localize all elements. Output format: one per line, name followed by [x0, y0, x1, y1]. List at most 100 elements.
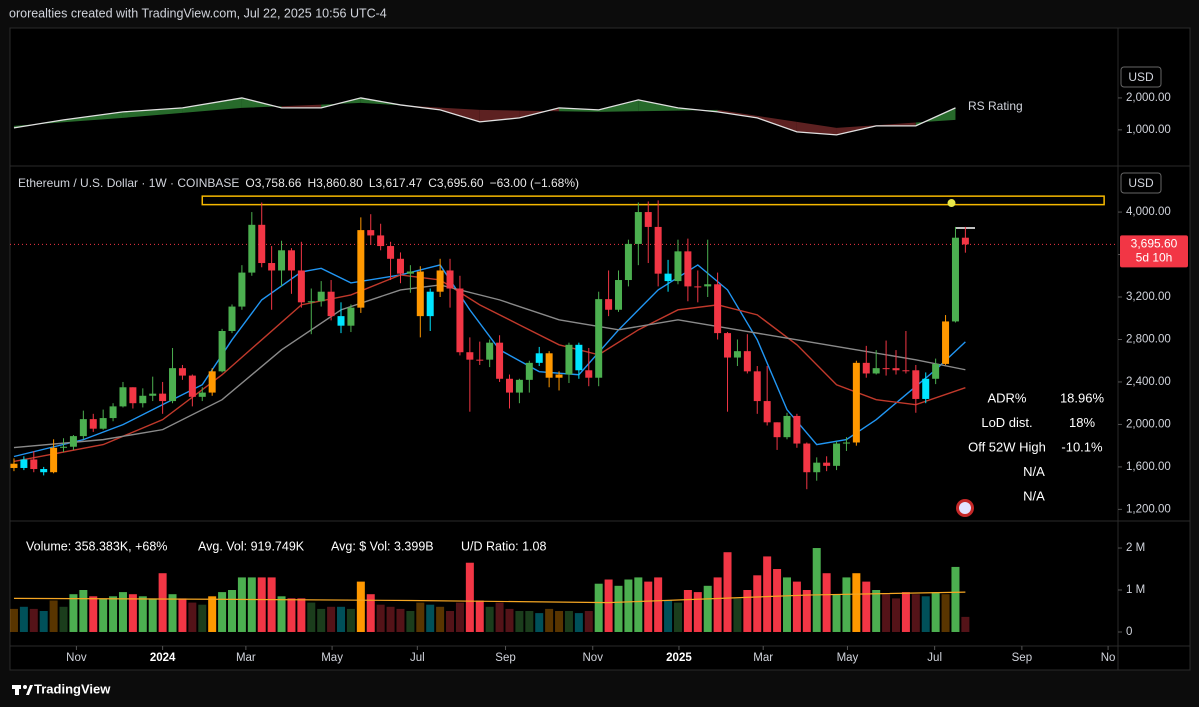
volume-bar	[782, 577, 791, 632]
legend-high: H3,860.80	[307, 176, 363, 190]
moving-average	[13, 264, 966, 458]
candle-body	[862, 362, 870, 374]
candle-body	[139, 395, 147, 404]
currency-box[interactable]	[1120, 66, 1162, 88]
price-box	[1120, 235, 1188, 268]
candle-body	[753, 371, 761, 402]
stat-value: N/A	[1023, 488, 1045, 503]
candle-body	[436, 270, 444, 292]
volume-bar	[366, 594, 375, 632]
volume-bar	[723, 552, 732, 632]
candle-body	[178, 368, 186, 376]
candle-body	[377, 235, 385, 247]
candle-body	[486, 342, 494, 360]
candle-body	[892, 368, 900, 371]
currency: USD	[1128, 176, 1154, 190]
candle-body	[268, 263, 276, 271]
candle-body	[535, 353, 543, 363]
x-tick-label: May	[321, 652, 343, 664]
candle-body	[833, 443, 841, 466]
volume-legend-item: Volume: 358.383K, +68%	[26, 539, 167, 553]
legend-change: −63.00 (−1.68%)	[489, 176, 580, 190]
volume-bar	[49, 600, 58, 632]
volume-legend-item: Avg. Vol: 919.749K	[198, 539, 305, 553]
candle-body	[961, 237, 969, 245]
volume-bar	[892, 598, 901, 632]
candle-body	[446, 270, 454, 289]
candle-body	[99, 418, 107, 429]
x-tick-label: Sep	[1012, 652, 1032, 664]
volume-bar	[267, 577, 276, 632]
candle-body	[743, 351, 751, 372]
volume-bar	[594, 583, 603, 632]
plot-area: Nov 2024 Mar May Jul Sep Nov 2025 Mar May Jul Sep No	[10, 97, 1118, 664]
volume-bar	[287, 598, 296, 632]
rs-line	[13, 97, 956, 136]
volume-bar	[842, 577, 851, 632]
candle-body	[654, 226, 662, 274]
stat-label: Off 52W High	[968, 439, 1046, 454]
x-tick-label: 2024	[150, 652, 176, 664]
volume-bar	[39, 610, 48, 632]
candle-body	[109, 406, 117, 419]
candle-body	[129, 387, 137, 404]
candle-body	[238, 272, 246, 307]
candle-body	[367, 230, 375, 236]
rs-fill	[638, 99, 678, 112]
volume-bar	[208, 596, 217, 632]
candle-body	[10, 463, 18, 468]
currency-box[interactable]	[1120, 172, 1162, 194]
candle-body	[119, 387, 127, 407]
candle-body	[20, 459, 28, 468]
candle-body	[605, 299, 613, 310]
candle-body	[406, 271, 414, 274]
volume-bar	[257, 577, 266, 632]
volume-bar	[792, 581, 801, 632]
x-tick-label: Nov	[66, 652, 87, 664]
rs-label: RS Rating	[968, 99, 1023, 113]
legend-close: C3,695.60	[428, 176, 484, 190]
volume-bar	[574, 613, 583, 632]
volume-bar	[168, 594, 177, 632]
candle-body	[337, 316, 345, 326]
x-tick-label: Sep	[495, 652, 515, 664]
candle-body	[466, 352, 474, 360]
candle-body	[951, 237, 959, 322]
y-tick-label: 4,000.00	[1126, 206, 1171, 218]
volume-bar	[951, 566, 960, 632]
volume-bar	[10, 608, 18, 632]
candle-body	[89, 419, 97, 429]
countdown: 5d 10h	[1136, 251, 1173, 265]
candle-body	[912, 370, 920, 399]
volume-bar	[148, 598, 157, 632]
candle-body	[208, 371, 216, 393]
candle-body	[634, 212, 642, 244]
volume-bar	[227, 590, 236, 632]
y-tick-label: 2,000.00	[1126, 418, 1171, 430]
volume-bar	[515, 610, 524, 632]
candle-body	[248, 224, 256, 273]
volume-bar	[128, 594, 137, 632]
volume-bar	[733, 598, 742, 632]
y-tick-label: 1,000.00	[1126, 124, 1171, 136]
x-tick-label: May	[837, 652, 859, 664]
volume-bar	[188, 602, 197, 632]
rs-fill	[182, 97, 242, 113]
volume-bar	[822, 573, 831, 632]
candle-body	[515, 379, 523, 393]
candle-body	[922, 378, 930, 399]
y-tick-label: 1,600.00	[1126, 461, 1171, 473]
volume-bar	[19, 606, 28, 632]
y-tick-label: 1 M	[1126, 584, 1145, 596]
volume-bar	[297, 598, 306, 632]
volume-bar	[396, 608, 405, 632]
volume-bar	[872, 590, 881, 632]
candle-body	[50, 447, 58, 473]
volume-bar	[346, 608, 355, 632]
header: ororealties created with TradingView.com…	[9, 6, 387, 20]
candle-body	[297, 270, 305, 303]
x-tick-label: 2025	[666, 652, 692, 664]
x-tick-label: No	[1101, 652, 1116, 664]
